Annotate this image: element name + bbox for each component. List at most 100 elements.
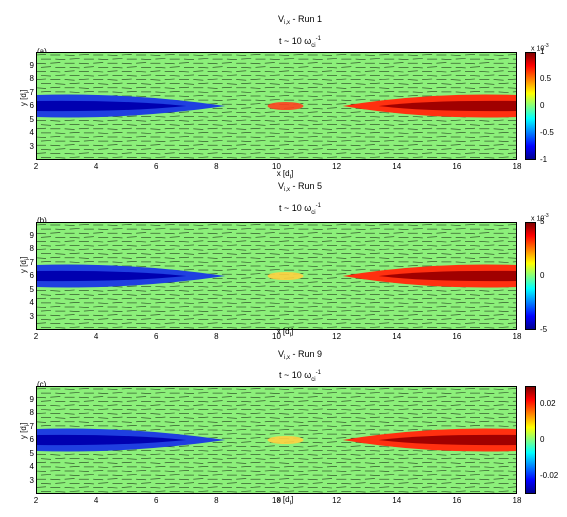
field-line xyxy=(150,95,161,97)
field-line xyxy=(441,491,452,493)
field-line xyxy=(255,75,266,77)
field-line xyxy=(369,67,380,69)
panel-a-plot[interactable]: 2 4 6 8 10 12 14 16 18 3 4 5 6 7 8 9 xyxy=(30,52,521,171)
field-line xyxy=(341,115,352,117)
field-line xyxy=(121,412,132,414)
field-line xyxy=(193,119,204,121)
field-line xyxy=(98,482,109,484)
field-line xyxy=(464,470,476,472)
positive-outflow-core xyxy=(378,100,517,112)
field-line xyxy=(379,112,390,114)
field-line xyxy=(40,400,52,402)
field-line xyxy=(69,416,80,418)
field-line xyxy=(512,261,517,263)
field-line xyxy=(93,232,104,234)
field-line xyxy=(121,421,132,423)
field-line xyxy=(98,408,109,410)
field-line xyxy=(226,327,237,329)
field-line xyxy=(464,322,476,324)
field-line xyxy=(78,396,89,399)
field-line xyxy=(293,257,304,259)
field-line xyxy=(198,261,209,263)
field-line xyxy=(384,236,395,238)
colorbar-tick-label: 0.5 xyxy=(540,74,552,83)
field-line xyxy=(64,54,75,56)
field-line xyxy=(155,252,166,254)
field-line xyxy=(350,396,361,398)
field-line xyxy=(64,224,75,226)
field-line xyxy=(64,79,75,81)
field-line xyxy=(384,75,395,77)
field-line xyxy=(107,153,118,155)
field-line xyxy=(236,437,247,440)
field-line xyxy=(183,466,195,468)
field-line xyxy=(236,429,247,431)
field-line xyxy=(50,420,61,423)
field-line xyxy=(369,286,380,288)
field-line xyxy=(221,478,232,481)
panel-a-title: Vi,x - Run 1 xyxy=(277,14,323,26)
field-line xyxy=(193,487,204,489)
field-line xyxy=(355,123,366,125)
field-line xyxy=(479,232,490,234)
field-line xyxy=(212,115,223,117)
field-line xyxy=(83,261,94,263)
y-tick-label: 7 xyxy=(29,87,34,97)
field-line xyxy=(255,149,266,151)
field-line xyxy=(50,314,61,317)
field-line xyxy=(326,474,338,476)
field-line xyxy=(307,256,318,259)
x-tick-label: 16 xyxy=(452,162,462,171)
field-line xyxy=(236,249,247,251)
field-line xyxy=(64,323,75,325)
field-line xyxy=(321,453,333,455)
field-line xyxy=(241,474,252,476)
field-line xyxy=(455,474,466,476)
field-line xyxy=(427,245,438,247)
panel-b-plot[interactable]: 2 4 6 8 10 12 14 16 18 3 4 5 6 7 8 9 xyxy=(30,222,521,341)
field-line xyxy=(364,153,375,155)
field-line xyxy=(198,474,209,476)
field-line xyxy=(293,461,304,464)
field-line xyxy=(464,62,476,65)
field-line xyxy=(36,297,47,300)
field-line xyxy=(107,79,118,81)
field-line xyxy=(126,400,137,402)
field-line xyxy=(155,156,166,158)
field-line xyxy=(198,416,209,418)
field-line xyxy=(336,224,347,226)
field-line xyxy=(464,248,476,250)
x-tick-label: 8 xyxy=(214,496,219,505)
field-line xyxy=(441,318,452,320)
field-line xyxy=(78,297,89,300)
field-line xyxy=(341,474,352,476)
panel-c-plot[interactable]: 2 4 6 8 10 12 14 16 18 3 4 5 6 7 8 9 xyxy=(30,386,521,505)
field-line xyxy=(279,79,290,81)
field-line xyxy=(469,261,481,263)
field-line xyxy=(141,466,152,468)
field-line xyxy=(326,132,338,134)
field-line xyxy=(336,437,347,439)
field-line xyxy=(69,466,80,468)
field-line xyxy=(250,112,261,114)
field-line xyxy=(107,224,118,226)
field-line xyxy=(55,293,66,295)
field-line xyxy=(255,409,266,411)
field-line xyxy=(441,58,452,60)
field-line xyxy=(69,156,80,158)
field-line xyxy=(126,115,137,117)
field-line xyxy=(112,425,123,427)
field-line xyxy=(422,136,433,138)
field-line xyxy=(279,388,290,390)
field-line xyxy=(336,152,347,154)
field-line xyxy=(350,120,361,122)
field-line xyxy=(393,95,404,97)
field-line xyxy=(279,478,290,480)
field-line xyxy=(427,149,438,151)
field-line xyxy=(255,261,266,263)
field-line xyxy=(384,310,395,312)
field-line xyxy=(498,58,509,60)
field-line xyxy=(112,58,123,60)
field-line xyxy=(393,478,404,481)
field-line xyxy=(422,257,433,259)
